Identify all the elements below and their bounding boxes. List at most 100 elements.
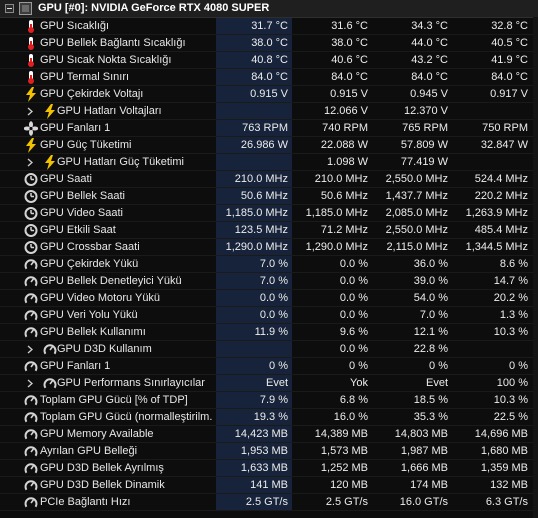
value-maximum: 12.370 V [403, 105, 448, 117]
value-average: 0 % [509, 360, 528, 372]
sensor-label: GPU Sıcak Nokta Sıcaklığı [40, 54, 172, 66]
gauge-icon [24, 308, 38, 323]
value-current: 0.915 V [216, 86, 292, 102]
sensor-row-gpu-fan-1-percent[interactable]: GPU Fanları 1 0 % 0 % 0 % 0 % [0, 358, 538, 375]
sensor-row-gpu-power[interactable]: GPU Güç Tüketimi 26.986 W 22.088 W 57.809 W… [0, 137, 538, 154]
value-minimum: 71.2 MHz [320, 224, 368, 236]
sensor-row-gpu-effective-clock[interactable]: GPU Etkili Saat 123.5 MHz 71.2 MHz 2,550.0 … [0, 222, 538, 239]
sensor-row-gpu-fan-1-rpm[interactable]: GPU Fanları 1 763 RPM 740 RPM 765 RPM 750 RP… [0, 120, 538, 137]
sensor-row-gpu-d3d-memory-dynamic[interactable]: GPU D3D Bellek Dinamik 141 MB 120 MB 174 MB… [0, 477, 538, 494]
value-maximum: 34.3 °C [411, 20, 448, 32]
value-current: 210.0 MHz [216, 171, 292, 187]
sensor-row-gpu-d3d-usage[interactable]: GPU D3D Kullanım 0.0 % 22.8 % [0, 341, 538, 358]
row-divider [0, 68, 538, 69]
value-current: 7.0 % [216, 273, 292, 289]
gpu-group-header[interactable]: GPU [#0]: NVIDIA GeForce RTX 4080 SUPER [0, 0, 538, 18]
value-maximum: 77.419 W [400, 156, 448, 168]
sensor-row-gpu-temperature[interactable]: GPU Sıcaklığı 31.7 °C 31.6 °C 34.3 °C 32.8 °… [0, 18, 538, 35]
sensor-row-gpu-clock[interactable]: GPU Saati 210.0 MHz 210.0 MHz 2,550.0 MHz 52… [0, 171, 538, 188]
sensor-row-gpu-memory-available[interactable]: GPU Memory Available 14,423 MB 14,389 MB 14… [0, 426, 538, 443]
sensor-row-total-gpu-power-tdp[interactable]: Toplam GPU Gücü [% of TDP] 7.9 % 6.8 % 18.5… [0, 392, 538, 409]
clock-icon [24, 223, 38, 238]
sensor-row-gpu-core-voltage[interactable]: GPU Çekirdek Voltajı 0.915 V 0.915 V 0.945 … [0, 86, 538, 103]
gauge-icon [24, 359, 38, 374]
value-current: 7.9 % [216, 392, 292, 408]
sensor-label: Toplam GPU Gücü (normalleştirilm... [40, 411, 212, 423]
value-minimum: 38.0 °C [331, 37, 368, 49]
gauge-icon [24, 478, 38, 493]
value-minimum: 16.0 % [333, 411, 368, 423]
fan-icon [23, 121, 39, 136]
row-divider [0, 391, 538, 392]
collapse-toggle-icon[interactable] [5, 4, 14, 13]
row-divider [0, 221, 538, 222]
value-current: 84.0 °C [216, 69, 292, 85]
sensor-label: GPU Bellek Denetleyici Yükü [40, 275, 182, 287]
sensor-row-gpu-hot-spot-temperature[interactable]: GPU Sıcak Nokta Sıcaklığı 40.8 °C 40.6 °C 4… [0, 52, 538, 69]
sensor-label: GPU Güç Tüketimi [40, 139, 132, 151]
value-average: 0.917 V [490, 88, 528, 100]
gauge-icon [24, 427, 38, 442]
expand-chevron-icon[interactable] [25, 342, 35, 357]
value-maximum: 2,550.0 MHz [385, 224, 448, 236]
thermometer-icon [24, 53, 38, 68]
sensor-label: GPU Sıcaklığı [40, 20, 110, 32]
row-divider [0, 272, 538, 273]
value-minimum: 740 RPM [322, 122, 368, 134]
value-current: Evet [216, 375, 292, 391]
value-maximum: 2,085.0 MHz [385, 207, 448, 219]
sensor-row-pcie-link-speed[interactable]: PCIe Bağlantı Hızı 2.5 GT/s 2.5 GT/s 16.0 G… [0, 494, 538, 511]
sensor-row-gpu-video-engine-load[interactable]: GPU Video Motoru Yükü 0.0 % 0.0 % 54.0 % 20.… [0, 290, 538, 307]
scrollbar[interactable] [533, 17, 538, 518]
sensor-row-gpu-memory-junction-temperature[interactable]: GPU Bellek Bağlantı Sıcaklığı 38.0 °C 38.0… [0, 35, 538, 52]
sensor-row-gpu-rail-voltages[interactable]: GPU Hatları Voltajları 12.066 V 12.370 V [0, 103, 538, 120]
row-divider [0, 289, 538, 290]
gauge-icon [24, 325, 38, 340]
value-current [216, 154, 292, 170]
sensor-row-gpu-video-clock[interactable]: GPU Video Saati 1,185.0 MHz 1,185.0 MHz 2,0… [0, 205, 538, 222]
row-divider [0, 306, 538, 307]
value-minimum: 210.0 MHz [314, 173, 368, 185]
expand-chevron-icon[interactable] [25, 104, 35, 119]
value-minimum: 0 % [349, 360, 368, 372]
sensor-row-gpu-bus-load[interactable]: GPU Veri Yolu Yükü 0.0 % 0.0 % 7.0 % 1.3 % [0, 307, 538, 324]
row-divider [0, 408, 538, 409]
gauge-icon [24, 444, 38, 459]
value-current: 0.0 % [216, 307, 292, 323]
expand-chevron-icon[interactable] [25, 376, 35, 391]
value-average: 14,696 MB [474, 428, 528, 440]
sensor-row-gpu-crossbar-clock[interactable]: GPU Crossbar Saati 1,290.0 MHz 1,290.0 MHz… [0, 239, 538, 256]
value-maximum: 1,987 MB [400, 445, 448, 457]
sensor-label: GPU Fanları 1 [40, 122, 111, 134]
value-current: 19.3 % [216, 409, 292, 425]
value-average [452, 341, 532, 357]
sensor-row-gpu-thermal-limit[interactable]: GPU Termal Sınırı 84.0 °C 84.0 °C 84.0 °C 84… [0, 69, 538, 86]
row-divider [0, 119, 538, 120]
value-maximum: 22.8 % [413, 343, 448, 355]
sensor-row-gpu-memory-allocated[interactable]: Ayrılan GPU Belleği 1,953 MB 1,573 MB 1,987… [0, 443, 538, 460]
thermometer-icon [24, 70, 38, 85]
value-maximum: Evet [425, 377, 448, 389]
sensor-label: GPU Fanları 1 [40, 360, 111, 372]
value-average: 485.4 MHz [474, 224, 528, 236]
gpu-chip-icon [19, 2, 32, 15]
value-maximum: 18.5 % [413, 394, 448, 406]
value-minimum: 0.915 V [330, 88, 368, 100]
gauge-icon [24, 410, 38, 425]
sensor-row-gpu-memory-clock[interactable]: GPU Bellek Saati 50.6 MHz 50.6 MHz 1,437.7 … [0, 188, 538, 205]
sensor-row-gpu-core-load[interactable]: GPU Çekirdek Yükü 7.0 % 0.0 % 36.0 % 8.6 % [0, 256, 538, 273]
expand-chevron-icon[interactable] [25, 155, 35, 170]
value-average: 20.2 % [493, 292, 528, 304]
value-current: 7.0 % [216, 256, 292, 272]
sensor-row-total-gpu-power-normalized[interactable]: Toplam GPU Gücü (normalleştirilm... 19.3 … [0, 409, 538, 426]
value-minimum: 9.6 % [339, 326, 368, 338]
value-average [452, 103, 532, 119]
sensor-row-gpu-d3d-memory-dedicated[interactable]: GPU D3D Bellek Ayrılmış 1,633 MB 1,252 MB 1… [0, 460, 538, 477]
sensor-row-gpu-performance-limiters[interactable]: GPU Performans Sınırlayıcılar Evet Yok Evet… [0, 375, 538, 392]
sensor-row-gpu-memory-usage[interactable]: GPU Bellek Kullanımı 11.9 % 9.6 % 12.1 % 10.… [0, 324, 538, 341]
sensor-label: GPU Hatları Voltajları [57, 105, 162, 117]
sensor-row-gpu-rail-powers[interactable]: GPU Hatları Güç Tüketimi 1.098 W 77.419 W [0, 154, 538, 171]
value-maximum: 35.3 % [413, 411, 448, 423]
value-maximum: 57.809 W [400, 139, 448, 151]
sensor-row-gpu-memory-controller-load[interactable]: GPU Bellek Denetleyici Yükü 7.0 % 0.0 % 39.… [0, 273, 538, 290]
